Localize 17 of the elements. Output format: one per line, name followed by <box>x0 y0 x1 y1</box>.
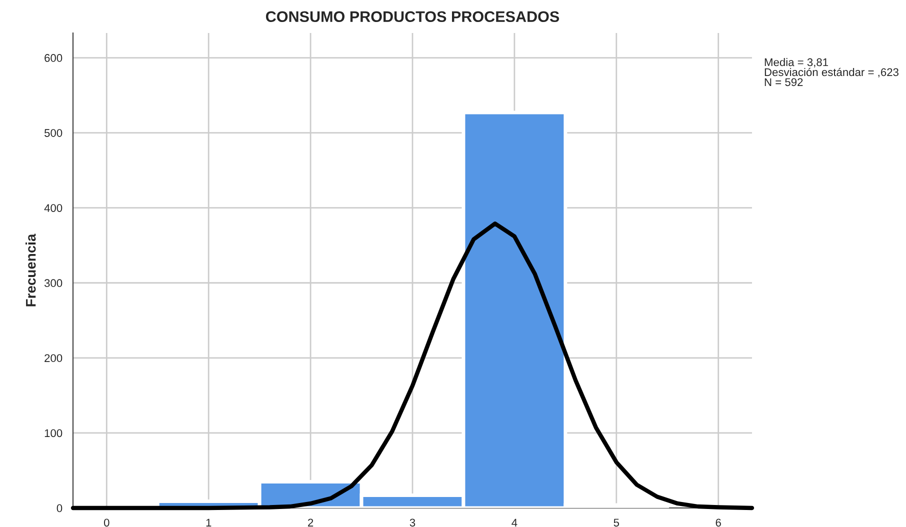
y-tick-label: 100 <box>44 429 62 438</box>
x-tick-label: 6 <box>716 518 721 527</box>
x-tick-label: 3 <box>410 518 416 527</box>
x-tick-label: 5 <box>614 518 620 527</box>
chart-title: CONSUMO PRODUCTOS PROCESADOS <box>266 11 560 22</box>
y-tick-label: 500 <box>44 129 62 137</box>
y-tick-label: 200 <box>44 354 62 362</box>
x-tick-label: 1 <box>206 518 212 526</box>
x-tick-label: 2 <box>308 518 314 526</box>
x-tick-label: 4 <box>512 518 518 526</box>
y-tick-label: 0 <box>56 504 62 512</box>
y-axis-title: Frecuencia <box>26 234 36 306</box>
x-tick-label: 0 <box>104 518 110 527</box>
y-tick-label: 400 <box>44 204 62 212</box>
y-tick-label: 600 <box>44 54 62 62</box>
y-tick-label: 300 <box>44 279 62 288</box>
text: Media = 3,81 Desviación estándar = ,623 N = 592 <box>764 58 898 86</box>
